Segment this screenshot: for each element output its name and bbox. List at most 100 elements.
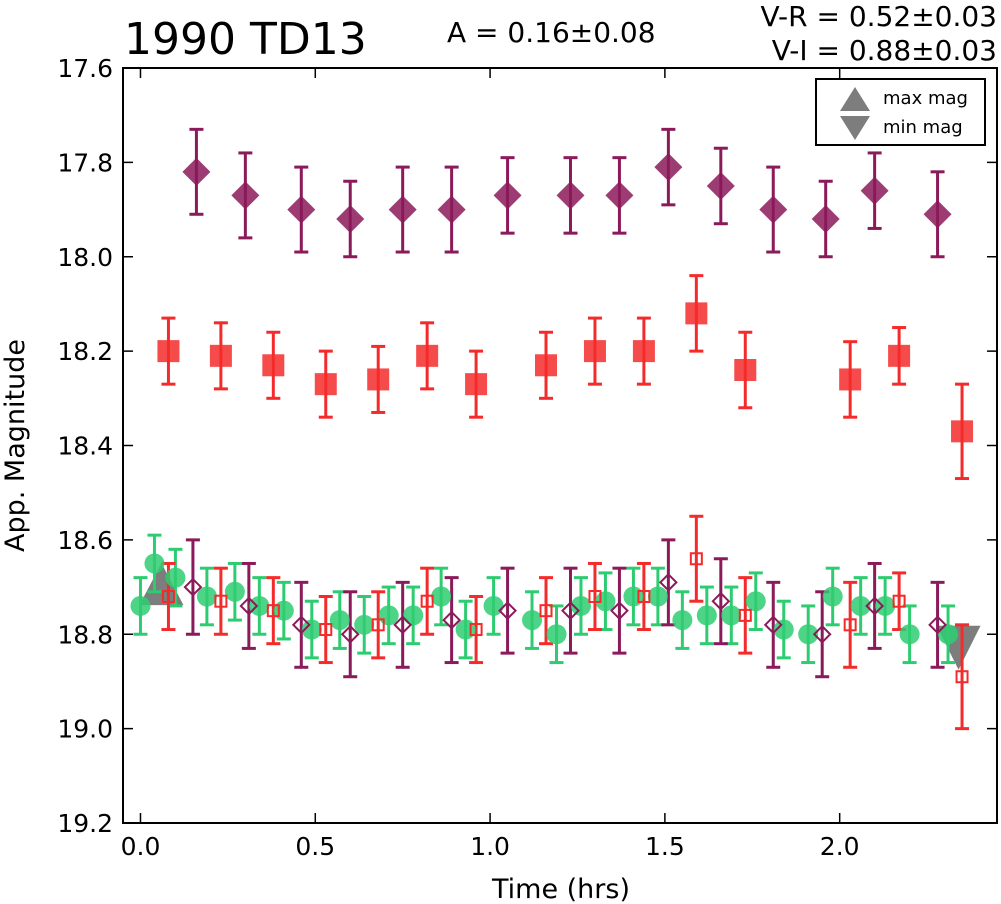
y-tick-label: 17.6	[57, 54, 113, 83]
data-point-open-diamond	[763, 615, 783, 635]
data-point-diamond	[556, 181, 585, 210]
data-point-square	[262, 354, 285, 377]
triangle-up-icon	[840, 87, 870, 111]
data-point-circle	[850, 595, 871, 616]
y-tick-label: 19.0	[57, 715, 113, 744]
data-point-open-diamond	[340, 624, 360, 644]
data-point-open-diamond	[239, 596, 259, 616]
y-tick-label: 17.8	[57, 148, 113, 177]
legend-item-max: max mag	[817, 84, 984, 114]
data-point-open-square	[420, 594, 434, 608]
data-point-open-diamond	[928, 615, 947, 635]
data-point-diamond	[231, 181, 260, 210]
data-point-open-diamond	[865, 596, 885, 616]
y-tick-label: 18.6	[57, 526, 113, 555]
y-tick-label: 18.8	[57, 620, 113, 649]
data-point-square	[416, 344, 439, 367]
data-point-circle	[798, 624, 819, 645]
data-point-circle	[273, 600, 294, 621]
data-point-circle	[745, 591, 766, 612]
x-tick-label: 0.0	[121, 832, 161, 861]
data-point-square	[583, 340, 606, 363]
amplitude-label: A = 0.16±0.08	[447, 16, 656, 49]
data-point-square	[888, 344, 911, 367]
axes-layer: 0.0 0.5 1.0 1.5 2.0 17.6 17.8 18.0 18.2 18.4 18.6 1…	[0, 54, 998, 904]
data-point-circle	[224, 581, 245, 602]
data-point-circle	[455, 619, 476, 640]
data-point-open-diamond	[561, 601, 580, 621]
color-vr-label: V-R = 0.52±0.03	[760, 0, 997, 33]
data-point-open-square	[955, 670, 969, 684]
y-tick-label: 18.4	[57, 432, 113, 461]
data-point-square	[734, 359, 757, 381]
data-point-circle	[672, 610, 693, 631]
data-point-circle	[546, 624, 567, 645]
data-point-open-diamond	[183, 577, 203, 597]
data-point-square	[685, 302, 708, 325]
data-point-diamond	[388, 195, 417, 224]
data-point-open-diamond	[393, 615, 413, 635]
max-mag-marker	[139, 563, 184, 606]
data-point-square	[465, 373, 488, 396]
data-point-open-square	[214, 594, 228, 608]
x-tick-label: 1.5	[645, 832, 685, 861]
y-tick-label: 19.2	[57, 809, 113, 838]
x-tick-label: 0.5	[295, 832, 335, 861]
data-point-diamond	[759, 195, 788, 224]
data-point-circle	[403, 605, 424, 626]
data-point-circle	[249, 595, 270, 616]
y-tick-label: 18.0	[57, 243, 113, 272]
data-point-circle	[130, 595, 151, 616]
data-point-circle	[773, 619, 794, 640]
plot-frame	[122, 67, 998, 824]
data-point-open-square	[266, 604, 280, 618]
y-axis-label: App. Magnitude	[0, 339, 31, 552]
data-point-square	[314, 373, 337, 396]
x-tick-label: 2.0	[820, 832, 860, 861]
data-point-circle	[623, 586, 644, 607]
data-point-open-square	[637, 590, 651, 603]
data-point-diamond	[923, 200, 952, 229]
data-point-circle	[354, 614, 375, 635]
data-point-diamond	[706, 171, 735, 200]
data-point-open-diamond	[498, 601, 517, 621]
data-point-square	[157, 340, 180, 363]
data-point-open-square	[843, 618, 857, 632]
data-point-open-square	[161, 590, 175, 603]
y-tick-label: 18.2	[57, 337, 113, 366]
data-point-circle	[301, 619, 322, 640]
data-point-circle	[721, 605, 742, 626]
data-point-open-diamond	[711, 591, 731, 611]
data-point-diamond	[811, 205, 840, 233]
data-point-circle	[144, 553, 165, 574]
data-point-square	[535, 354, 558, 377]
data-point-circle	[938, 624, 959, 645]
data-points-layer	[130, 153, 974, 684]
data-point-diamond	[493, 181, 522, 210]
data-point-diamond	[336, 205, 365, 233]
data-point-diamond	[437, 195, 466, 224]
data-point-circle	[378, 605, 399, 626]
data-point-circle	[899, 624, 920, 645]
data-point-circle	[696, 605, 717, 626]
data-point-open-square	[689, 552, 703, 566]
x-axis-label: Time (hrs)	[491, 874, 630, 904]
data-point-square	[209, 344, 232, 367]
data-point-diamond	[605, 181, 634, 210]
data-point-open-square	[371, 618, 385, 632]
data-point-open-square	[892, 594, 906, 608]
data-point-circle	[822, 586, 843, 607]
legend-min-label: min mag	[883, 117, 963, 138]
data-point-open-diamond	[291, 615, 311, 635]
data-point-circle	[875, 595, 896, 616]
legend-item-min: min mag	[817, 113, 984, 143]
data-point-diamond	[287, 195, 316, 224]
data-point-square	[367, 368, 390, 391]
data-point-open-square	[588, 590, 602, 603]
data-point-open-diamond	[442, 610, 462, 630]
data-point-square	[839, 368, 862, 391]
data-point-circle	[329, 610, 350, 631]
triangle-down-icon	[840, 116, 870, 140]
data-point-open-diamond	[610, 601, 629, 621]
